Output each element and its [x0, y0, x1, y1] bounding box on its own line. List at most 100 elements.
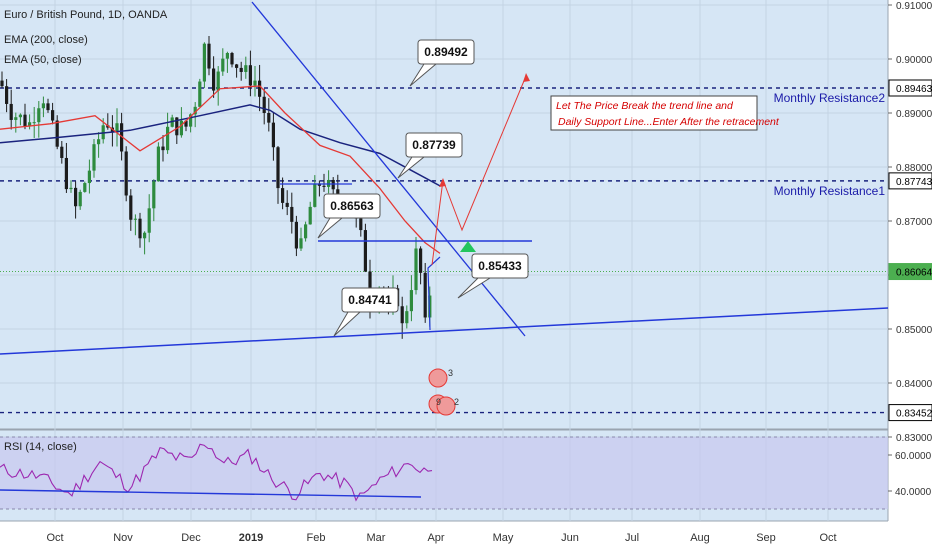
- candle-body: [18, 114, 22, 118]
- event-count: 3: [448, 368, 453, 378]
- callout-label: 0.89492: [424, 45, 468, 59]
- candle-body: [51, 110, 55, 121]
- price-callout: 0.89492: [409, 39, 475, 87]
- price-tick-label: 0.89000: [896, 109, 932, 120]
- price-callout: 0.87739: [397, 132, 463, 179]
- price-callout: 0.86563: [317, 193, 381, 239]
- monthly-resistance-1-label: Monthly Resistance1: [774, 184, 886, 198]
- event-count: 2: [454, 397, 459, 407]
- candle-body: [175, 117, 179, 136]
- candle-body: [419, 248, 423, 273]
- candle-body: [0, 80, 4, 87]
- candle-body: [9, 103, 13, 120]
- candle-body: [78, 191, 82, 207]
- candle-body: [133, 218, 137, 220]
- time-label: May: [493, 532, 514, 544]
- candle-body: [92, 144, 96, 171]
- candle-body: [138, 218, 142, 239]
- candle-body: [83, 183, 87, 192]
- candle-body: [235, 64, 239, 68]
- candle-body: [276, 147, 280, 189]
- candle-body: [299, 238, 303, 249]
- candle-body: [64, 157, 68, 190]
- monthly-resistance-2-label: Monthly Resistance2: [774, 91, 886, 105]
- candle-body: [239, 67, 243, 72]
- chart-title: Euro / British Pound, 1D, OANDA: [4, 9, 168, 21]
- candle-body: [55, 120, 59, 147]
- time-label: Nov: [113, 532, 133, 544]
- legend-ema200[interactable]: EMA (200, close): [4, 34, 88, 46]
- price-callout: 0.84741: [333, 287, 399, 337]
- candle-body: [304, 224, 308, 239]
- time-label: Dec: [181, 532, 201, 544]
- time-label: Apr: [427, 532, 444, 544]
- candle-body: [317, 183, 321, 186]
- rsi-trendline: [0, 489, 422, 498]
- candle-body: [156, 146, 160, 182]
- candle-body: [313, 183, 317, 207]
- price-badge: [888, 172, 932, 190]
- candle-body: [161, 146, 165, 151]
- price-tick-label: 0.90000: [896, 55, 932, 66]
- entry-triangle-marker: [460, 241, 476, 252]
- time-label: Sep: [756, 532, 776, 544]
- rising-support-trendline: [0, 307, 889, 355]
- candle-body: [23, 114, 27, 127]
- price-tick-label: 0.87000: [896, 217, 932, 228]
- candle-body: [143, 232, 147, 239]
- candle-body: [405, 311, 409, 324]
- price-tick-label: 0.84000: [896, 379, 932, 390]
- candle-body: [193, 106, 197, 115]
- candle-body: [359, 218, 363, 231]
- candle-body: [308, 206, 312, 225]
- time-label: Jun: [561, 532, 579, 544]
- time-label: Aug: [690, 532, 710, 544]
- rsi-line: [0, 443, 433, 502]
- time-label: 2019: [239, 532, 263, 544]
- ema200-line: [0, 104, 441, 187]
- candle-body: [244, 65, 248, 72]
- event-count: 9: [436, 397, 441, 407]
- price-badge-label: 0.83452: [896, 409, 932, 420]
- candle-body: [14, 117, 18, 120]
- candle-body: [152, 181, 156, 209]
- price-tick-label: 0.85000: [896, 325, 932, 336]
- note-box: [550, 95, 758, 131]
- callout-box: [341, 287, 399, 313]
- rsi-band: [0, 437, 888, 509]
- candle-body: [285, 202, 289, 207]
- candle-body: [124, 151, 128, 196]
- candle-body: [331, 179, 335, 190]
- candle-body: [363, 230, 367, 272]
- trade-note: Let The Price Break the trend line and Da…: [550, 95, 780, 131]
- candle-body: [202, 43, 206, 82]
- arrow-head-top: [523, 73, 530, 82]
- candle-body: [28, 122, 32, 127]
- candle-body: [46, 103, 50, 111]
- rsi-tick-label: 60.0000: [895, 451, 932, 462]
- candle-body: [37, 108, 41, 123]
- note-line-1: Let The Price Break the trend line and: [556, 100, 734, 112]
- callout-box: [417, 39, 475, 65]
- candle-body: [216, 71, 220, 91]
- candle-body: [166, 126, 170, 151]
- callout-label: 0.85433: [478, 259, 522, 273]
- ema50-line: [0, 85, 441, 254]
- candle-body: [60, 146, 64, 158]
- candle-body: [262, 96, 266, 113]
- legend-rsi[interactable]: RSI (14, close): [4, 441, 77, 453]
- legend-ema50[interactable]: EMA (50, close): [4, 54, 82, 66]
- candle-body: [414, 248, 418, 291]
- price-tick-label: 0.83000: [896, 433, 932, 444]
- candle-body: [115, 123, 119, 133]
- candle-body: [184, 120, 188, 127]
- projected-path-arrow: [431, 75, 527, 266]
- price-badge: [888, 404, 932, 422]
- candle-body: [97, 139, 101, 145]
- time-label: Mar: [367, 532, 386, 544]
- candle-body: [253, 80, 257, 86]
- note-line-2: Daily Support Line...Enter After the ret…: [558, 116, 780, 128]
- time-label: Jul: [625, 532, 639, 544]
- callout-label: 0.84741: [348, 293, 392, 307]
